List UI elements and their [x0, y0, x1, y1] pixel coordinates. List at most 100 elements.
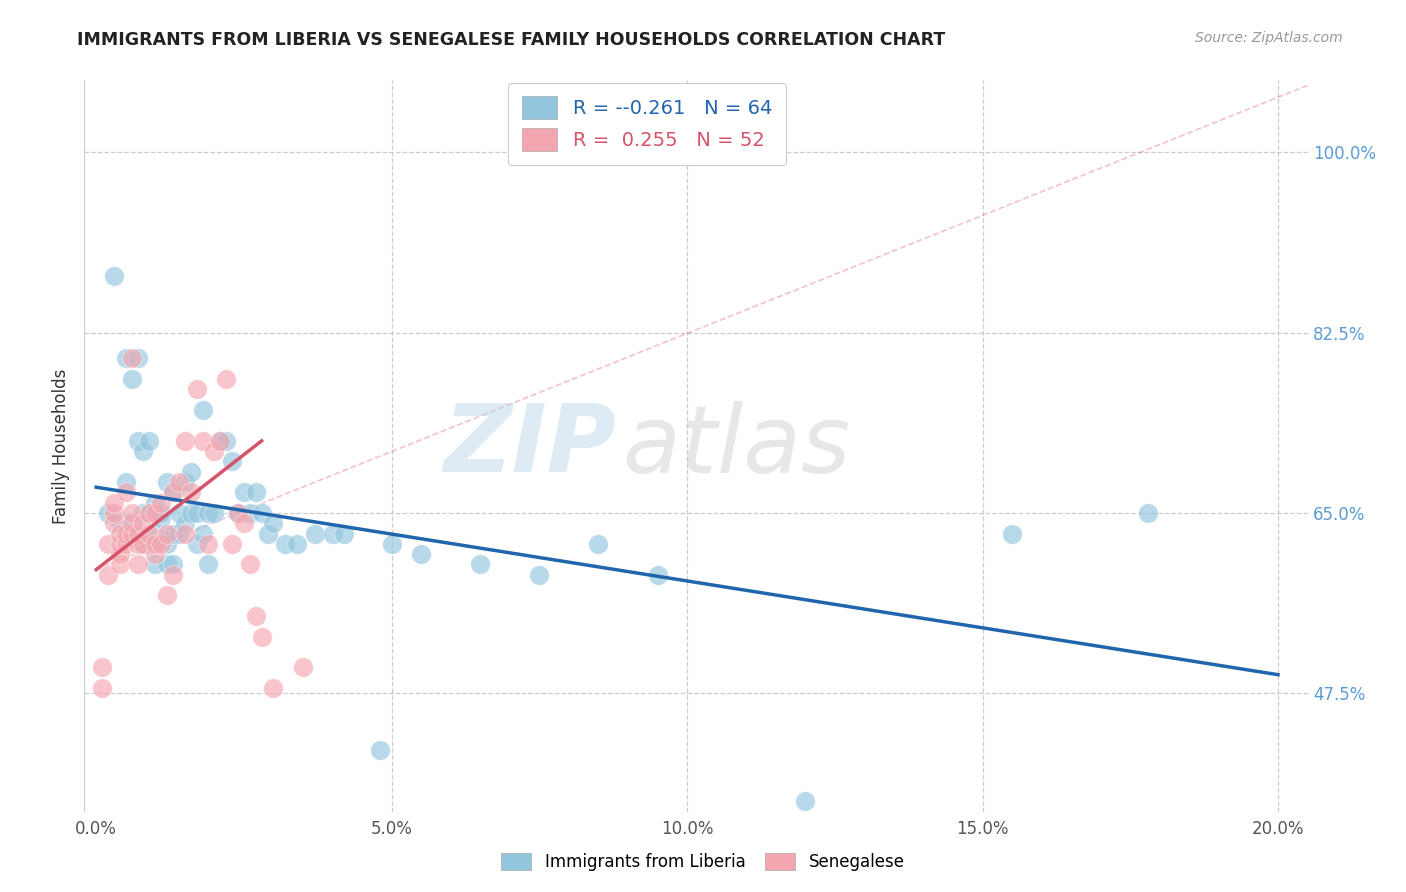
Point: [156, 526, 179, 541]
Point: [173, 475, 195, 489]
Point: [108, 537, 131, 551]
Point: [91, 681, 114, 695]
Point: [121, 372, 143, 386]
Text: atlas: atlas: [623, 401, 851, 491]
Point: [239, 506, 262, 520]
Point: [180, 485, 202, 500]
Point: [256, 526, 278, 541]
Point: [127, 351, 149, 366]
Point: [156, 475, 179, 489]
Point: [173, 434, 195, 448]
Point: [333, 526, 356, 541]
Point: [180, 465, 202, 479]
Point: [197, 558, 219, 572]
Point: [221, 454, 243, 468]
Point: [411, 547, 433, 561]
Point: [250, 506, 273, 520]
Point: [138, 506, 160, 520]
Point: [108, 526, 131, 541]
Point: [191, 403, 214, 417]
Point: [162, 558, 184, 572]
Point: [167, 475, 190, 489]
Point: [162, 485, 184, 500]
Point: [143, 547, 166, 561]
Point: [97, 567, 120, 582]
Point: [262, 681, 284, 695]
Point: [368, 743, 391, 757]
Point: [156, 588, 179, 602]
Point: [121, 516, 143, 531]
Point: [103, 268, 125, 283]
Point: [209, 434, 232, 448]
Point: [186, 506, 208, 520]
Point: [114, 475, 136, 489]
Point: [186, 382, 208, 396]
Point: [143, 558, 166, 572]
Point: [173, 516, 195, 531]
Point: [143, 506, 166, 520]
Point: [226, 506, 249, 520]
Point: [285, 537, 308, 551]
Point: [114, 526, 136, 541]
Point: [97, 506, 120, 520]
Point: [108, 516, 131, 531]
Point: [304, 526, 326, 541]
Point: [232, 485, 254, 500]
Point: [127, 526, 149, 541]
Point: [274, 537, 297, 551]
Point: [127, 434, 149, 448]
Point: [114, 351, 136, 366]
Point: [132, 537, 155, 551]
Point: [150, 506, 173, 520]
Y-axis label: Family Households: Family Households: [52, 368, 70, 524]
Legend: Immigrants from Liberia, Senegalese: Immigrants from Liberia, Senegalese: [494, 845, 912, 880]
Point: [132, 506, 155, 520]
Point: [138, 526, 160, 541]
Point: [108, 547, 131, 561]
Point: [167, 526, 190, 541]
Point: [226, 506, 249, 520]
Point: [215, 434, 238, 448]
Point: [245, 485, 267, 500]
Point: [647, 567, 669, 582]
Point: [150, 537, 173, 551]
Point: [162, 567, 184, 582]
Point: [239, 558, 262, 572]
Point: [132, 537, 155, 551]
Point: [150, 511, 173, 525]
Point: [127, 537, 149, 551]
Text: IMMIGRANTS FROM LIBERIA VS SENEGALESE FAMILY HOUSEHOLDS CORRELATION CHART: IMMIGRANTS FROM LIBERIA VS SENEGALESE FA…: [77, 31, 946, 49]
Point: [1137, 506, 1160, 520]
Point: [186, 537, 208, 551]
Point: [156, 537, 179, 551]
Point: [292, 660, 315, 674]
Point: [245, 609, 267, 624]
Point: [108, 558, 131, 572]
Point: [143, 537, 166, 551]
Point: [470, 558, 492, 572]
Point: [1001, 526, 1024, 541]
Point: [162, 526, 184, 541]
Point: [322, 526, 344, 541]
Text: Source: ZipAtlas.com: Source: ZipAtlas.com: [1195, 31, 1343, 45]
Point: [162, 485, 184, 500]
Legend: R = --0.261   N = 64, R =  0.255   N = 52: R = --0.261 N = 64, R = 0.255 N = 52: [509, 83, 786, 164]
Point: [127, 558, 149, 572]
Point: [91, 660, 114, 674]
Point: [132, 516, 155, 531]
Point: [138, 506, 160, 520]
Point: [103, 506, 125, 520]
Point: [114, 485, 136, 500]
Point: [221, 537, 243, 551]
Point: [121, 516, 143, 531]
Point: [143, 496, 166, 510]
Point: [209, 434, 232, 448]
Point: [103, 496, 125, 510]
Point: [121, 506, 143, 520]
Point: [588, 537, 610, 551]
Point: [215, 372, 238, 386]
Point: [138, 537, 160, 551]
Point: [262, 516, 284, 531]
Point: [191, 434, 214, 448]
Text: ZIP: ZIP: [443, 400, 616, 492]
